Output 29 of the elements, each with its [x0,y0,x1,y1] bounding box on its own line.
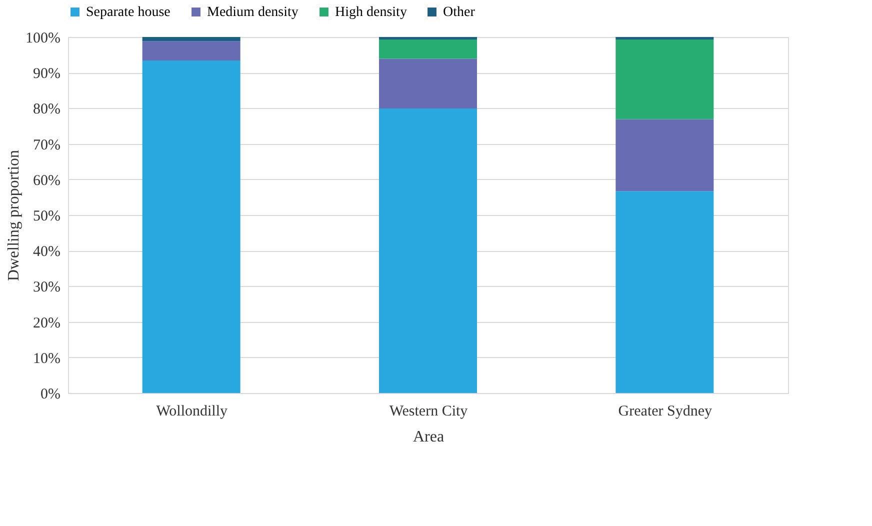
bar [616,39,714,120]
y-axis-title: Dwelling proportion [6,150,23,282]
legend-label: Separate house [86,5,170,20]
y-tick-label: 40% [33,244,60,260]
y-tick-label: 80% [33,102,60,118]
x-axis-title: Area [412,428,444,446]
bar [142,41,240,60]
y-tick-label: 70% [33,137,60,154]
y-tick-label: 0% [40,386,60,402]
bar [616,191,714,393]
y-tick-label: 60% [33,172,60,189]
bar [142,60,240,393]
x-tick-label: Wollondilly [156,404,228,420]
bar [379,108,477,393]
x-tick-label: Greater Sydney [618,404,713,420]
bar [616,119,714,192]
bar [142,37,240,42]
y-tick-label: 30% [33,280,60,296]
x-tick-label: Western City [389,404,468,420]
y-tick-label: 10% [33,350,60,367]
y-tick-label: 90% [33,66,60,82]
bar [379,58,477,109]
y-tick-label: 50% [33,208,60,224]
y-tick-label: 100% [26,30,60,46]
legend-label: Other [443,5,476,20]
legend-label: High density [335,5,407,20]
bar [379,39,477,59]
y-tick-label: 20% [33,315,60,332]
legend-label: Medium density [207,5,298,20]
